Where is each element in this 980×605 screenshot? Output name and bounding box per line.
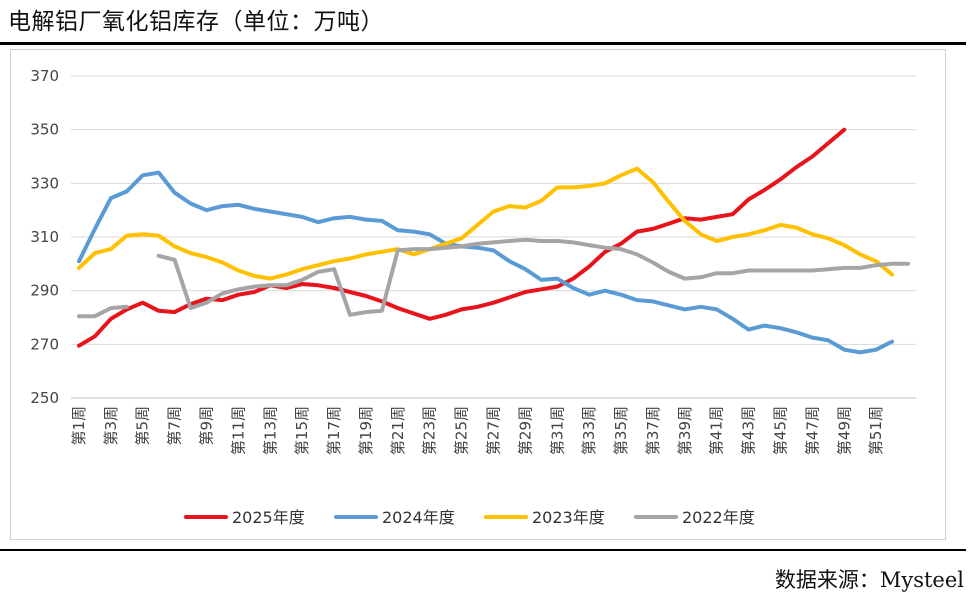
x-tick-label: 第35周 <box>612 406 630 455</box>
legend-item-2025: 2025年度 <box>184 508 305 527</box>
x-tick-label: 第33周 <box>580 406 598 455</box>
legend-label: 2023年度 <box>532 508 605 527</box>
chart-frame: 250 270 290 310 330 350 370 第1周 第3周 第5周 第7周 第9周 第11周… <box>10 49 946 540</box>
bottom-rule <box>0 549 966 551</box>
y-tick-label: 290 <box>30 282 59 300</box>
y-tick-label: 370 <box>30 67 59 85</box>
x-tick-label: 第11周 <box>229 406 247 455</box>
x-tick-label: 第21周 <box>389 406 407 455</box>
x-tick-label: 第9周 <box>198 406 216 446</box>
legend-label: 2025年度 <box>232 508 305 527</box>
series-line-2025 <box>77 127 847 348</box>
line-chart: 250 270 290 310 330 350 370 第1周 第3周 第5周 第7周 第9周 第11周… <box>30 67 916 527</box>
source-label: 数据来源：Mysteel <box>774 568 964 592</box>
series-line-2024 <box>77 170 895 355</box>
page-title: 电解铝厂氧化铝库存（单位：万吨） <box>8 9 384 35</box>
x-tick-label: 第51周 <box>867 406 885 455</box>
y-tick-label: 350 <box>30 121 59 139</box>
legend-item-2023: 2023年度 <box>484 508 605 527</box>
x-tick-label: 第39周 <box>676 406 694 455</box>
legend-item-2022: 2022年度 <box>634 508 755 527</box>
x-tick-label: 第31周 <box>548 406 566 455</box>
x-tick-label: 第7周 <box>166 406 184 446</box>
y-tick-label: 330 <box>30 174 59 192</box>
y-tick-label: 250 <box>30 389 59 407</box>
x-tick-label: 第1周 <box>70 406 88 446</box>
x-tick-label: 第5周 <box>134 406 152 446</box>
x-tick-label: 第17周 <box>325 406 343 455</box>
x-tick-label: 第45周 <box>771 406 789 455</box>
series-line-2022 <box>77 237 910 319</box>
x-tick-label: 第29周 <box>516 406 534 455</box>
x-tick-label: 第37周 <box>644 406 662 455</box>
x-tick-label: 第47周 <box>803 406 821 455</box>
x-tick-label: 第49周 <box>835 406 853 455</box>
x-tick-label: 第23周 <box>421 406 439 455</box>
y-tick-label: 310 <box>30 228 59 246</box>
x-tick-label: 第15周 <box>293 406 311 455</box>
x-tick-label: 第41周 <box>708 406 726 455</box>
x-tick-label: 第43周 <box>740 406 758 455</box>
x-tick-label: 第25周 <box>453 406 471 455</box>
legend-item-2024: 2024年度 <box>334 508 455 527</box>
legend-label: 2024年度 <box>382 508 455 527</box>
x-tick-label: 第19周 <box>357 406 375 455</box>
series-line-2023 <box>77 166 895 281</box>
top-rule <box>0 42 966 45</box>
y-tick-label: 270 <box>30 335 59 353</box>
x-tick-label: 第27周 <box>485 406 503 455</box>
x-tick-label: 第3周 <box>102 406 120 446</box>
legend-label: 2022年度 <box>682 508 755 527</box>
x-tick-label: 第13周 <box>261 406 279 455</box>
